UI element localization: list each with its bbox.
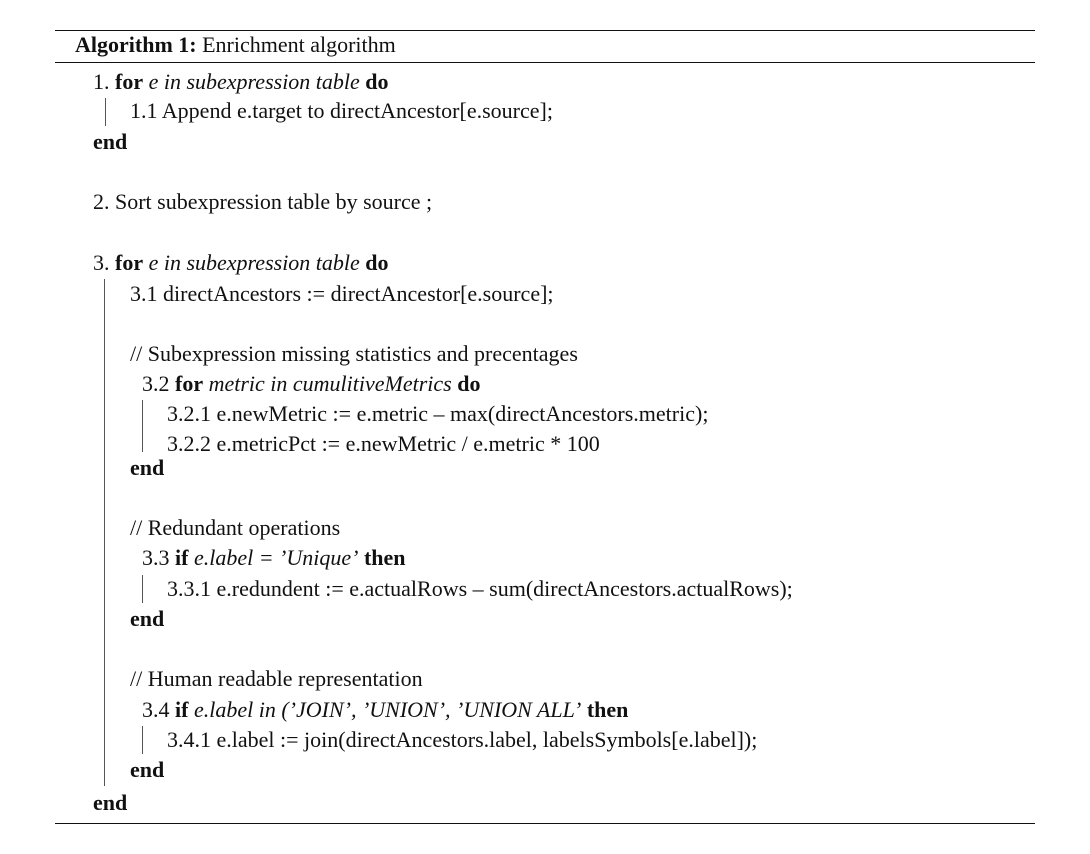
step3-3-block-bar: [142, 575, 143, 603]
step3-4-1-line: 3.4.1 e.label := join(directAncestors.la…: [167, 727, 758, 752]
step3-4-if-keyword: if: [175, 697, 189, 722]
step3-3-end: end: [130, 606, 164, 632]
step3-3-then-keyword: then: [363, 545, 406, 570]
step3-3-if-keyword: if: [175, 545, 189, 570]
step1-do-keyword: do: [365, 69, 389, 94]
step3-end: end: [93, 790, 127, 816]
step3-2-condition: metric in cumulitiveMetrics: [208, 371, 452, 396]
step1-number: 1.: [93, 69, 110, 94]
step3-2-block-bar: [142, 400, 143, 452]
comment-missing-stats: // Subexpression missing statistics and …: [130, 341, 578, 366]
comment-redundant: // Redundant operations: [130, 515, 341, 540]
step3-4-then-keyword: then: [586, 697, 629, 722]
step3-2-1-line: 3.2.1 e.newMetric := e.metric – max(dire…: [167, 401, 709, 426]
bottom-rule: [55, 823, 1035, 824]
step3-block-bar: [104, 279, 105, 786]
step3-4-number: 3.4: [142, 697, 170, 722]
step1-header: 1. for e in subexpression table do: [93, 69, 389, 95]
step1-line-1-1: 1.1 Append e.target to directAncestor[e.…: [130, 98, 553, 123]
step3-3-header: 3.3 if e.label = ’Unique’ then: [142, 545, 406, 571]
step3-3-condition: e.label = ’Unique’: [193, 545, 359, 570]
step3-2-2-line: 3.2.2 e.metricPct := e.newMetric / e.met…: [167, 431, 600, 456]
step1-end: end: [93, 129, 127, 155]
end-keyword: end: [130, 606, 165, 631]
end-keyword: end: [130, 757, 165, 782]
end-keyword: end: [130, 455, 165, 480]
comment-human-readable: // Human readable representation: [130, 666, 423, 691]
step1-for-keyword: for: [115, 69, 144, 94]
end-keyword: end: [93, 790, 128, 815]
step3-condition: e in subexpression table: [148, 250, 360, 275]
step3-2-for-keyword: for: [175, 371, 204, 396]
step3-4-block-bar: [142, 726, 143, 754]
caption-label: Algorithm 1:: [75, 32, 197, 57]
step3-number: 3.: [93, 250, 110, 275]
algorithm-caption: Algorithm 1: Enrichment algorithm: [75, 32, 396, 58]
step3-2-end: end: [130, 455, 164, 481]
step3-do-keyword: do: [365, 250, 389, 275]
step3-4-condition: e.label in (’JOIN’, ’UNION’, ’UNION ALL’: [193, 697, 582, 722]
step1-block-bar: [105, 98, 106, 126]
caption-title: Enrichment algorithm: [202, 32, 396, 57]
step2-line: 2. Sort subexpression table by source ;: [93, 189, 433, 214]
step3-4-header: 3.4 if e.label in (’JOIN’, ’UNION’, ’UNI…: [142, 697, 628, 723]
step3-for-keyword: for: [115, 250, 144, 275]
step3-line-3-1: 3.1 directAncestors := directAncestor[e.…: [130, 281, 554, 306]
step3-2-number: 3.2: [142, 371, 170, 396]
step3-2-header: 3.2 for metric in cumulitiveMetrics do: [142, 371, 481, 397]
step3-header: 3. for e in subexpression table do: [93, 250, 389, 276]
end-keyword: end: [93, 129, 128, 154]
step3-3-1-line: 3.3.1 e.redundent := e.actualRows – sum(…: [167, 576, 793, 601]
caption-rule: [55, 62, 1035, 63]
step3-2-do-keyword: do: [457, 371, 481, 396]
step3-4-end: end: [130, 757, 164, 783]
step3-3-number: 3.3: [142, 545, 170, 570]
step1-condition: e in subexpression table: [148, 69, 360, 94]
top-rule: [55, 30, 1035, 31]
